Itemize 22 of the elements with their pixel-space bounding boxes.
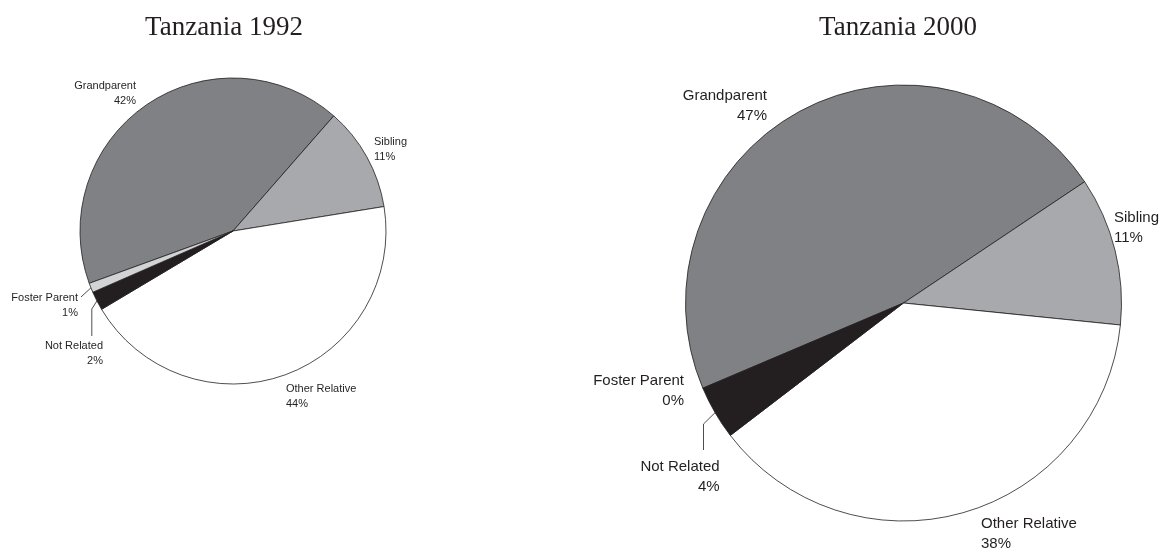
data-label: 11% (374, 149, 396, 162)
text: 0% (662, 390, 684, 408)
data-label: 38% (981, 534, 1012, 551)
chart-title: Tanzania 2000 (819, 11, 977, 41)
slice-label: Sibling (1114, 208, 1160, 225)
data-label: 2% (87, 354, 104, 366)
data-label: 44% (286, 397, 309, 409)
data-label: 42% (113, 93, 137, 106)
slice-label: Not Related (44, 339, 103, 351)
data-label: 47% (736, 106, 767, 123)
data-label: 11% (1114, 228, 1143, 245)
slice-label: Grandparent (74, 78, 136, 91)
slice-label: Other Relative (286, 382, 357, 394)
data-label: 1% (62, 306, 79, 318)
slice-label: Foster Parent (11, 291, 78, 303)
slice-label: Other Relative (981, 514, 1077, 531)
data-label: 4% (697, 477, 720, 494)
category-label: Foster Parent (593, 370, 684, 388)
chart-title: Tanzania 1992 (145, 11, 303, 41)
slice-label: Not Related (640, 457, 720, 474)
slice-label: Grandparent (682, 86, 768, 103)
slice-label: Sibling (374, 134, 408, 147)
